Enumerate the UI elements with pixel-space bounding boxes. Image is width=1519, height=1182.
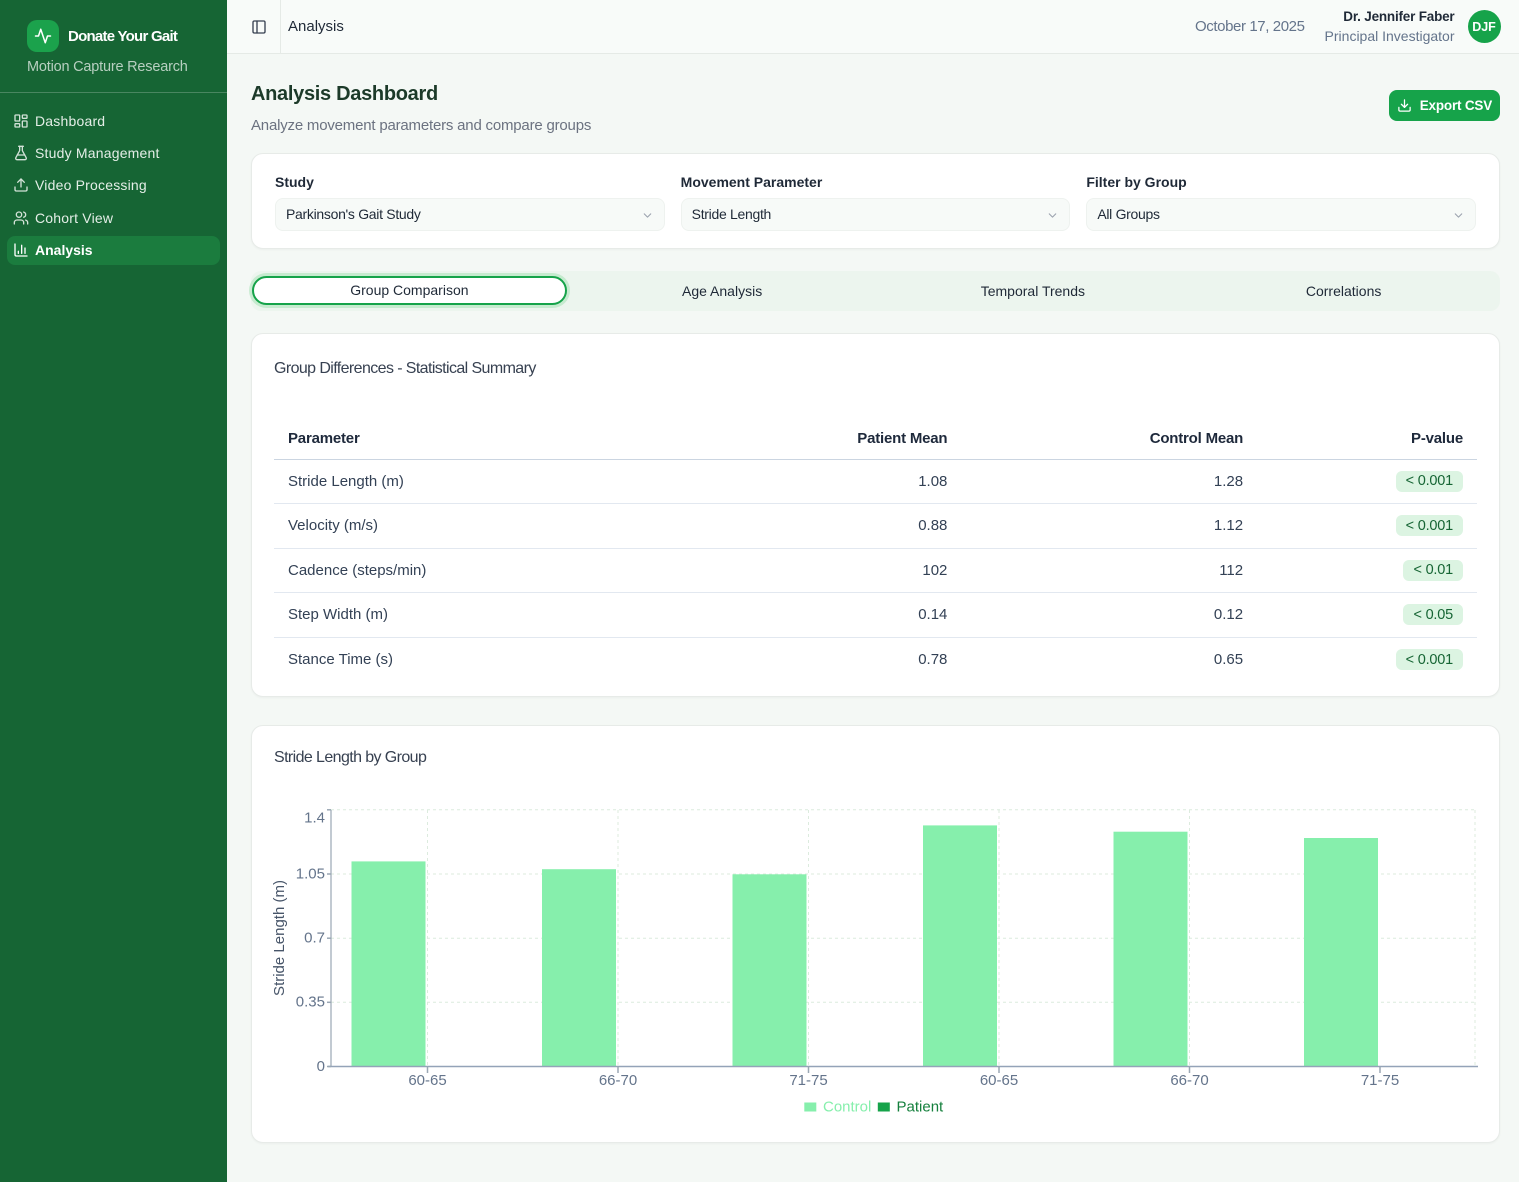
svg-text:Stride Length (m): Stride Length (m) bbox=[271, 880, 288, 996]
svg-text:60-65: 60-65 bbox=[980, 1072, 1018, 1089]
svg-text:1.05: 1.05 bbox=[296, 865, 325, 882]
svg-text:0.7: 0.7 bbox=[304, 930, 325, 947]
svg-text:66-70: 66-70 bbox=[1170, 1072, 1208, 1089]
svg-text:60-65: 60-65 bbox=[408, 1072, 446, 1089]
svg-text:1.4: 1.4 bbox=[304, 810, 325, 827]
svg-text:71-75: 71-75 bbox=[789, 1072, 827, 1089]
svg-text:0: 0 bbox=[317, 1058, 325, 1075]
svg-text:71-75: 71-75 bbox=[1361, 1072, 1399, 1089]
svg-text:0.35: 0.35 bbox=[296, 994, 325, 1011]
svg-text:66-70: 66-70 bbox=[599, 1072, 637, 1089]
svg-text:Control: Control bbox=[823, 1099, 871, 1116]
svg-text:Patient: Patient bbox=[897, 1099, 945, 1116]
